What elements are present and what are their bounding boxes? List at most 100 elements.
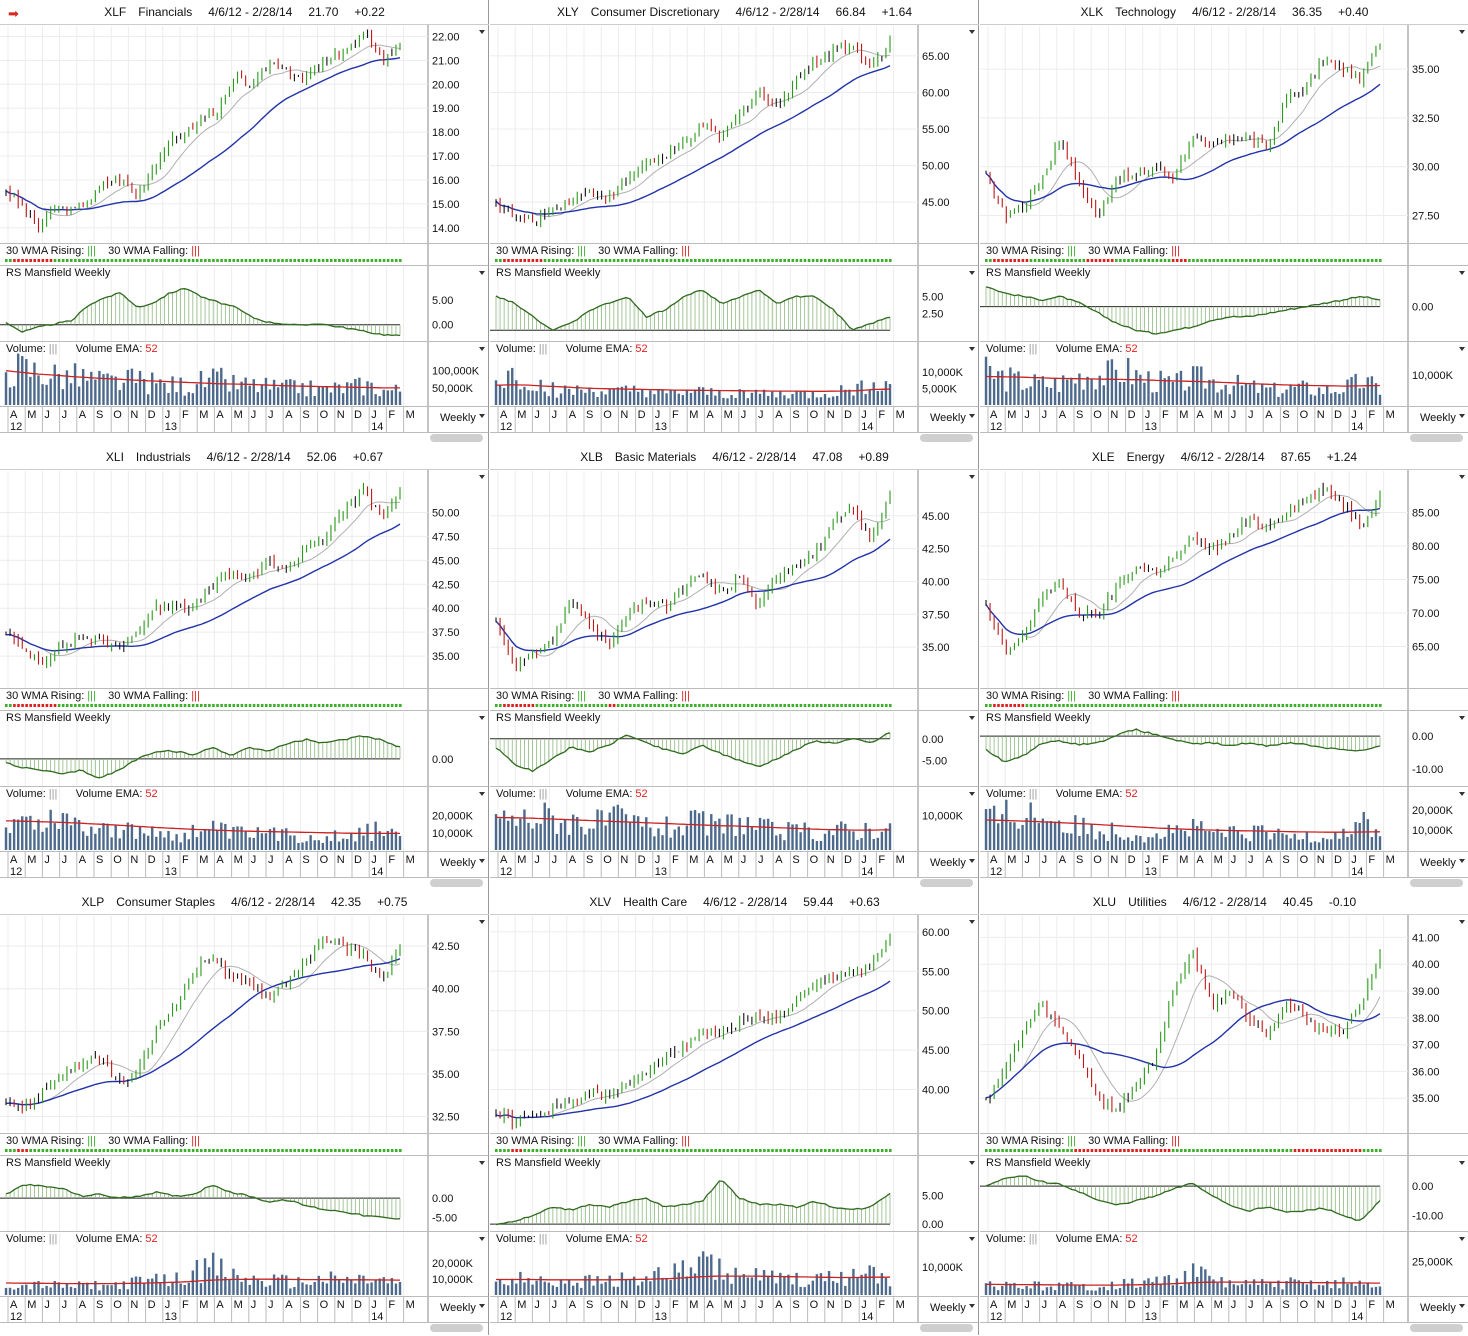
volume-glyph: |||: [535, 1233, 548, 1245]
month-label: M: [1214, 409, 1223, 421]
volume-bar: [775, 1283, 778, 1295]
wma-legend: 30 WMA Rising: ||| 30 WMA Falling: |||: [496, 690, 690, 702]
volume-bar: [228, 391, 231, 405]
chart-panel-xle[interactable]: XLE Energy 4/6/12 - 2/28/14 87.65 +1.24 85.00…: [980, 445, 1468, 890]
volume-bar: [547, 396, 551, 405]
volume-bar: [1330, 1288, 1333, 1295]
month-label: J: [741, 409, 747, 421]
horizontal-scrollbar[interactable]: [430, 1324, 483, 1332]
chart-panel-xlb[interactable]: XLB Basic Materials 4/6/12 - 2/28/14 47.08 +…: [490, 445, 979, 890]
volume-bar: [301, 1282, 304, 1295]
volume-bar: [494, 380, 498, 405]
volume-bar: [1248, 841, 1252, 850]
date-range: 4/6/12 - 2/28/14: [1182, 895, 1267, 909]
volume-bar: [1285, 389, 1288, 405]
rs-tick-label: 0.00: [922, 734, 943, 746]
month-label: M: [27, 854, 36, 866]
volume-bar: [677, 393, 680, 405]
period-selector[interactable]: Weekly: [440, 1302, 476, 1314]
volume-bars: [4, 809, 402, 850]
volume-bar: [8, 387, 12, 405]
volume-bar: [179, 842, 182, 850]
month-label: J: [1145, 409, 1151, 421]
horizontal-scrollbar[interactable]: [920, 1324, 973, 1332]
volume-bar: [750, 826, 754, 850]
chart-panel-xlf[interactable]: XLF Financials 4/6/12 - 2/28/14 21.70 +0.22 ➡…: [0, 0, 489, 445]
rs-tick-label: -10.00: [1412, 1210, 1443, 1222]
horizontal-scrollbar[interactable]: [1410, 879, 1463, 887]
wma-falling-label: 30 WMA Falling:: [108, 245, 189, 257]
volume-bar: [77, 819, 81, 850]
volume-bar: [386, 830, 390, 850]
red-arrow-icon[interactable]: ➡: [8, 6, 19, 21]
price-tick-label: 37.50: [432, 1026, 460, 1038]
sector-name: Consumer Discretionary: [590, 5, 720, 19]
horizontal-scrollbar[interactable]: [1410, 1324, 1463, 1332]
month-label: A: [1265, 1299, 1273, 1311]
period-selector[interactable]: Weekly: [1420, 1302, 1456, 1314]
chart-panel-xlu[interactable]: XLU Utilities 4/6/12 - 2/28/14 40.45 -0.10 41…: [980, 890, 1468, 1335]
volume-bar: [722, 1279, 725, 1295]
volume-bar: [1017, 1287, 1020, 1295]
volume-bar: [1017, 371, 1020, 405]
time-axis: A M J J A S O N D J F M A M J J A S O N D J F M12 13 14: [7, 406, 415, 433]
month-label: J: [1248, 409, 1254, 421]
volume-bar: [758, 393, 762, 405]
volume-bar: [657, 389, 660, 405]
spacer: [586, 245, 598, 257]
volume-bar: [1293, 386, 1296, 405]
volume-tick-label: 10,000K: [1412, 370, 1454, 382]
volume-bar: [795, 391, 798, 405]
period-selector[interactable]: Weekly: [1420, 857, 1456, 869]
volume-bar: [130, 1277, 134, 1295]
month-label: D: [638, 409, 646, 421]
chart-panel-xli[interactable]: XLI Industrials 4/6/12 - 2/28/14 52.06 +0.67…: [0, 445, 489, 890]
period-selector[interactable]: Weekly: [440, 857, 476, 869]
volume-bar: [592, 1285, 595, 1295]
chart-panel-xlv[interactable]: XLV Health Care 4/6/12 - 2/28/14 59.44 +0.63…: [490, 890, 979, 1335]
volume-bar: [260, 1281, 264, 1295]
period-selector[interactable]: Weekly: [930, 1302, 966, 1314]
period-selector[interactable]: Weekly: [930, 857, 966, 869]
period-selector[interactable]: Weekly: [1420, 412, 1456, 424]
volume-bar: [823, 394, 827, 405]
chart-panel-xlp[interactable]: XLP Consumer Staples 4/6/12 - 2/28/14 42.35…: [0, 890, 489, 1335]
horizontal-scrollbar[interactable]: [920, 434, 973, 442]
volume-bar: [1155, 391, 1158, 405]
volume-bar: [81, 831, 85, 850]
horizontal-scrollbar[interactable]: [920, 879, 973, 887]
price-tick-label: 38.00: [1412, 1013, 1440, 1025]
year-label: 14: [371, 866, 383, 878]
ma10-line: [985, 65, 1381, 207]
volume-bar: [313, 840, 316, 850]
volume-bar: [1086, 376, 1089, 405]
month-label: A: [990, 1299, 998, 1311]
volume-bar: [1378, 394, 1382, 405]
period-selector[interactable]: Weekly: [930, 412, 966, 424]
chart-panel-xlk[interactable]: XLK Technology 4/6/12 - 2/28/14 36.35 +0.40 3…: [980, 0, 1468, 445]
horizontal-scrollbar[interactable]: [1410, 434, 1463, 442]
volume-bar: [580, 1287, 583, 1295]
month-label: J: [1351, 409, 1357, 421]
volume-bar: [779, 391, 782, 405]
volume-bar: [775, 835, 778, 850]
price-tick-label: 70.00: [1412, 608, 1440, 620]
year-label: 14: [1351, 866, 1363, 878]
month-label: N: [130, 1299, 138, 1311]
period-selector[interactable]: Weekly: [440, 412, 476, 424]
volume-bar: [803, 1287, 806, 1295]
volume-bar: [596, 1276, 599, 1295]
volume-bar: [884, 828, 888, 850]
chart-panel-xly[interactable]: XLY Consumer Discretionary 4/6/12 - 2/28/1…: [490, 0, 979, 445]
horizontal-scrollbar[interactable]: [430, 434, 483, 442]
volume-bar: [1317, 842, 1321, 850]
volume-bar: [1029, 1288, 1032, 1295]
volume-bar: [592, 391, 595, 405]
time-axis: A M J J A S O N D J F M A M J J A S O N D J F M12 13 14: [987, 406, 1395, 433]
volume-bar: [734, 397, 737, 405]
volume-ema-value: 52: [1122, 1233, 1138, 1245]
time-axis: A M J J A S O N D J F M A M J J A S O N D J F M12 13 14: [987, 851, 1395, 878]
horizontal-scrollbar[interactable]: [430, 879, 483, 887]
volume-bar: [1110, 1281, 1114, 1295]
volume-bar: [1309, 1280, 1313, 1295]
